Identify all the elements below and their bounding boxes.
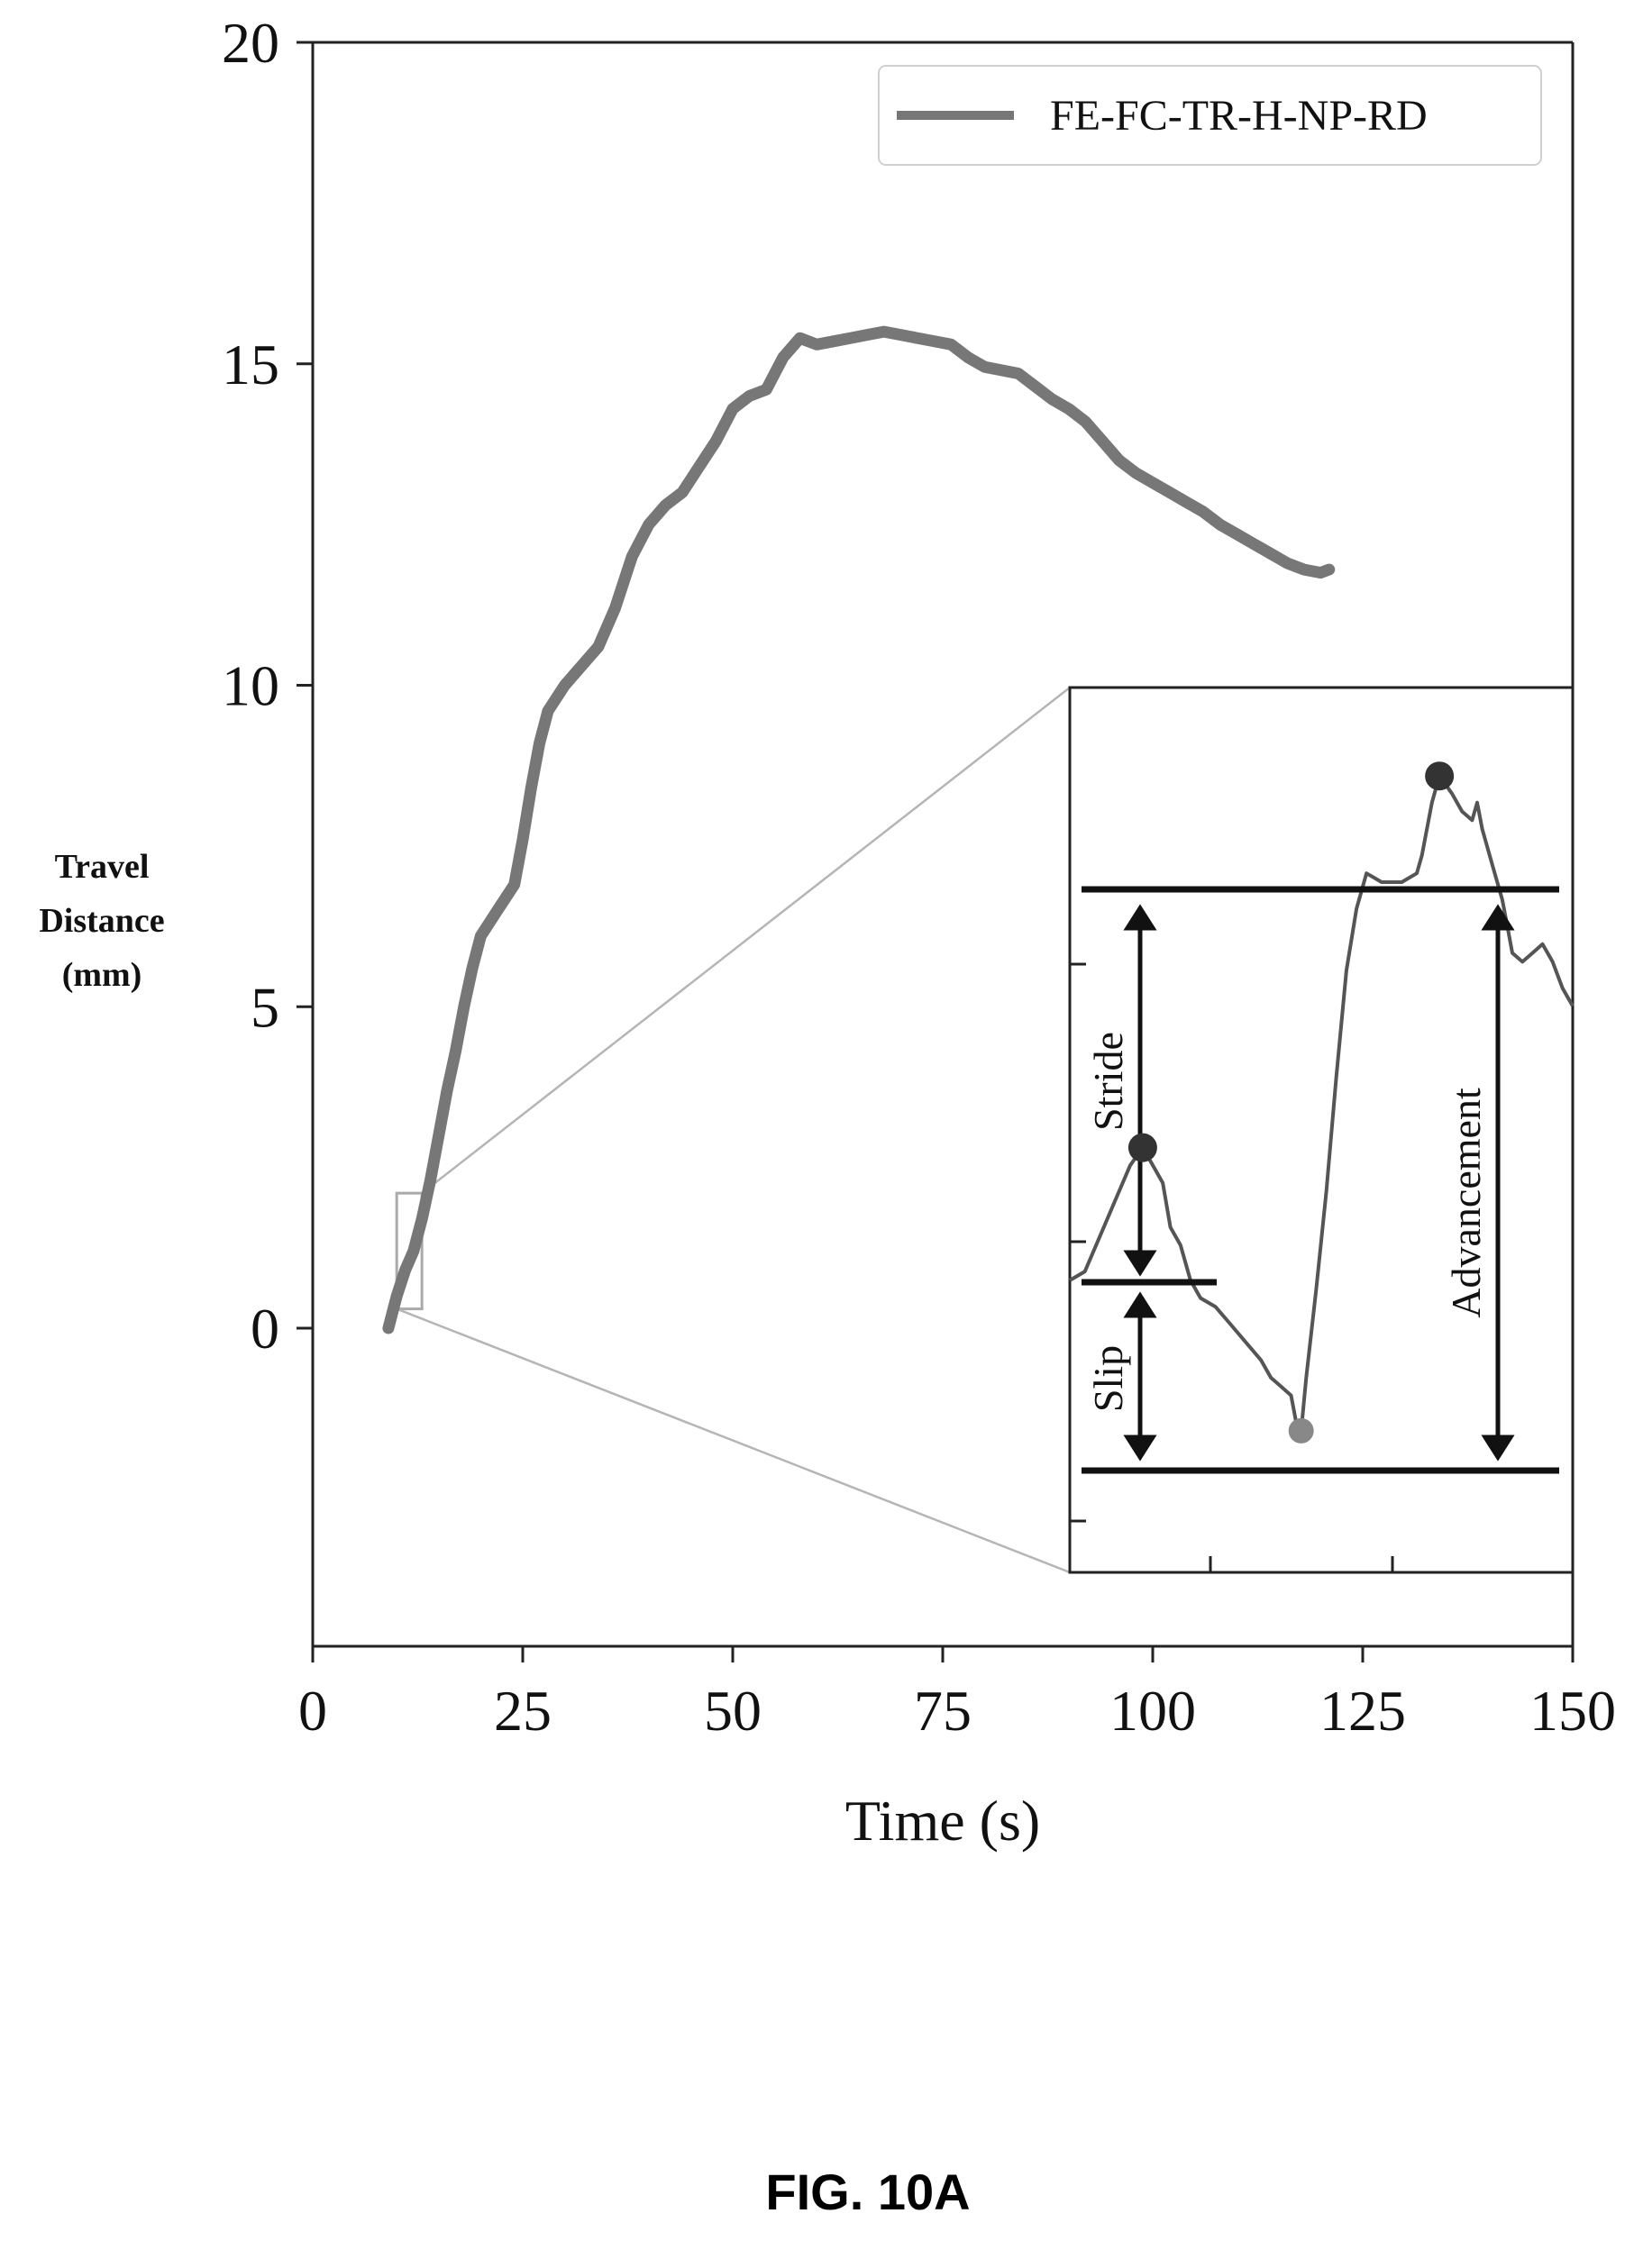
- slip-arrow: [1123, 1291, 1157, 1462]
- zoom-connector-line: [421, 687, 1071, 1195]
- y-axis-ticks: 0 5 10 15 20: [222, 11, 313, 1361]
- x-tick-label: 50: [704, 1679, 762, 1743]
- x-tick-label: 25: [494, 1679, 552, 1743]
- inset-marker: [1127, 1133, 1157, 1162]
- stride-label: Stride: [1085, 1032, 1131, 1131]
- y-axis-title-line-2: Distance: [39, 902, 164, 940]
- series-line-main: [382, 325, 1336, 1334]
- zoom-box: [395, 1191, 424, 1311]
- legend-box: [878, 65, 1542, 166]
- y-tick-label: 10: [222, 654, 279, 718]
- legend: FE-FC-TR-H-NP-RD: [878, 65, 1542, 166]
- y-axis-title-line-1: Travel: [55, 848, 150, 886]
- x-axis-ticks: 0 25 50 75 100 125 150: [298, 1646, 1616, 1743]
- legend-label: FE-FC-TR-H-NP-RD: [1050, 92, 1428, 140]
- inset: Stride Slip Advancement: [1068, 686, 1575, 1574]
- y-tick-label: 0: [251, 1297, 279, 1361]
- x-axis-title: Time (s): [845, 1789, 1040, 1853]
- x-tick-label: 100: [1109, 1679, 1196, 1743]
- inset-marker: [1288, 1417, 1314, 1444]
- y-axis-title-line-3: (mm): [62, 956, 142, 994]
- advancement-label: Advancement: [1443, 1088, 1489, 1318]
- stride-arrow: [1123, 904, 1157, 1277]
- y-tick-label: 20: [222, 11, 279, 75]
- y-tick-label: 15: [222, 332, 279, 396]
- inset-frame: [1068, 686, 1575, 1574]
- x-tick-label: 0: [298, 1679, 327, 1743]
- y-tick-label: 5: [251, 975, 279, 1039]
- zoom-connector-line: [396, 1307, 1071, 1574]
- figure-caption: FIG. 10A: [765, 2163, 970, 2220]
- zoom-overlay: [395, 687, 1071, 1574]
- x-tick-label: 125: [1319, 1679, 1406, 1743]
- slip-label: Slip: [1085, 1345, 1131, 1412]
- advancement-arrow: [1481, 904, 1515, 1462]
- x-tick-label: 75: [914, 1679, 972, 1743]
- inset-trace: [1068, 774, 1575, 1433]
- inset-markers: [1127, 761, 1455, 1444]
- y-axis-title: Travel Distance (mm): [39, 848, 164, 994]
- inset-ticks: [1070, 962, 1394, 1572]
- x-tick-label: 150: [1529, 1679, 1616, 1743]
- inset-marker: [1425, 761, 1455, 791]
